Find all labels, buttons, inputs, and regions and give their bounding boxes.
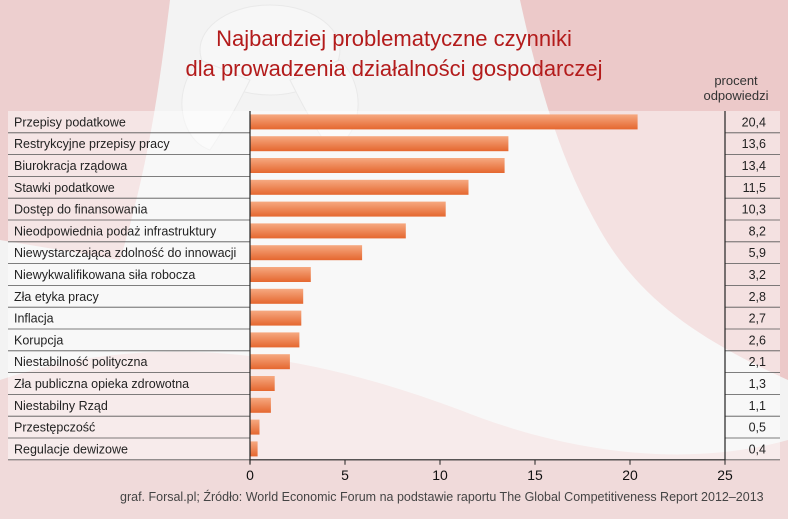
bar — [250, 441, 258, 457]
value-label: 0,5 — [749, 421, 766, 435]
chart-title-line-1: Najbardziej problematyczne czynniki — [216, 26, 572, 51]
category-label: Korupcja — [14, 333, 63, 347]
value-label: 5,9 — [749, 246, 766, 260]
value-label: 13,6 — [742, 137, 766, 151]
value-label: 20,4 — [742, 115, 766, 129]
category-label: Zła etyka pracy — [14, 290, 100, 304]
bar — [250, 310, 302, 326]
value-column-header-line-1: procent — [714, 73, 758, 88]
x-tick-label: 15 — [527, 467, 543, 483]
x-tick-label: 0 — [246, 467, 254, 483]
x-tick-label: 25 — [717, 467, 733, 483]
bar — [250, 158, 505, 173]
category-label: Przepisy podatkowe — [14, 115, 126, 129]
bar — [250, 419, 260, 435]
value-label: 10,3 — [742, 203, 766, 217]
x-tick-label: 10 — [432, 467, 448, 483]
x-tick-label: 5 — [341, 467, 349, 483]
bar — [250, 179, 469, 195]
bar — [250, 223, 406, 239]
value-column-header-line-2: odpowiedzi — [703, 88, 769, 103]
bar — [250, 201, 446, 217]
value-label: 0,4 — [749, 442, 766, 456]
value-label: 1,1 — [749, 399, 766, 413]
bar — [250, 397, 271, 413]
chart-title-line-2: dla prowadzenia działalności gospodarcze… — [185, 56, 603, 81]
category-label: Dostęp do finansowania — [14, 203, 147, 217]
value-label: 13,4 — [742, 159, 766, 173]
bar — [250, 288, 304, 304]
category-label: Biurokracja rządowa — [14, 159, 127, 173]
bar — [250, 267, 311, 282]
bar — [250, 354, 290, 370]
value-label: 3,2 — [749, 268, 766, 282]
value-label: 2,1 — [749, 355, 766, 369]
bar — [250, 136, 509, 152]
bar — [250, 245, 363, 261]
x-tick-label: 20 — [622, 467, 638, 483]
category-label: Regulacje dewizowe — [14, 442, 128, 456]
category-label: Przestępczość — [14, 421, 95, 435]
category-label: Stawki podatkowe — [14, 181, 115, 195]
category-label: Restrykcyjne przepisy pracy — [14, 137, 170, 151]
category-label: Zła publiczna opieka zdrowotna — [14, 377, 189, 391]
value-label: 8,2 — [749, 224, 766, 238]
category-label: Niestabilność polityczna — [14, 355, 147, 369]
value-label: 2,8 — [749, 290, 766, 304]
category-label: Inflacja — [14, 312, 54, 326]
value-label: 11,5 — [743, 181, 766, 195]
category-label: Niestabilny Rząd — [14, 399, 108, 413]
category-label: Niewykwalifikowana siła robocza — [14, 268, 195, 282]
value-label: 1,3 — [749, 377, 766, 391]
value-label: 2,7 — [749, 312, 766, 326]
bar — [250, 332, 300, 348]
category-label: Nieodpowiednia podaż infrastruktury — [14, 224, 217, 238]
category-label: Niewystarczająca zdolność do innowacji — [14, 246, 236, 260]
bar — [250, 114, 638, 130]
value-label: 2,6 — [749, 333, 766, 347]
source-footer: graf. Forsal.pl; Źródło: World Economic … — [120, 490, 764, 504]
bar — [250, 376, 275, 391]
